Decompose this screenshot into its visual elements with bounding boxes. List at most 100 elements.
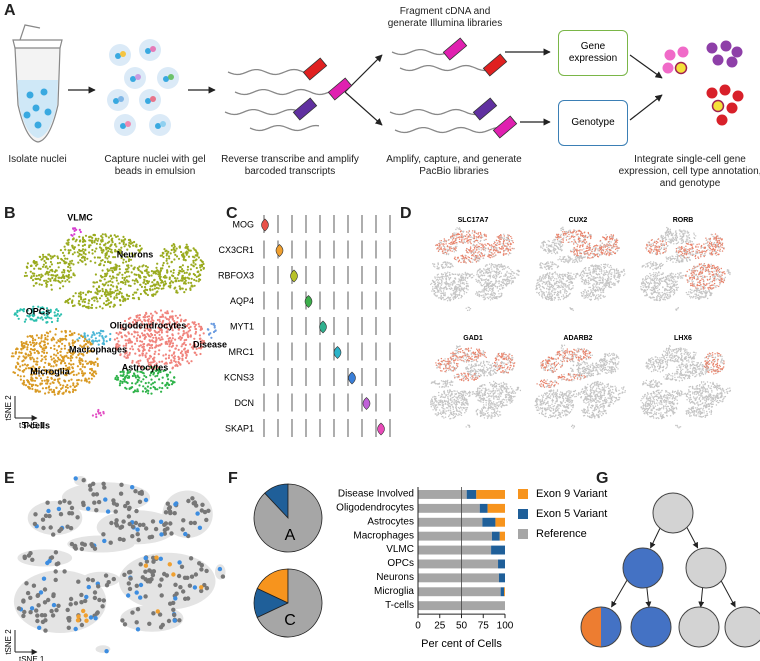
cell-point [500,285,502,287]
cell-point [122,344,125,347]
axis-label: tSNE 1 [19,421,45,430]
cell-point [506,280,508,282]
cell-point [566,235,568,237]
cell-point [160,315,163,318]
cell-point [131,374,134,378]
cell-point [68,263,71,267]
cell-point [499,295,501,298]
cell-point [512,274,514,277]
cell-point [600,248,603,250]
cell-point [139,365,142,368]
cell-point [39,377,43,380]
cell-point [57,339,60,342]
cell-point [179,314,182,317]
cell-point [561,286,564,288]
cell-point [446,252,448,254]
cell-point [439,244,441,246]
cell-point [171,281,175,284]
cell-point [66,384,69,387]
cell-point [606,265,609,267]
cell-point [44,392,47,395]
cell-point [579,249,581,251]
cell-point [491,256,493,258]
cell-point [596,266,599,268]
cell-point [438,266,440,269]
cell-point [607,244,610,246]
cell-point [614,284,616,286]
cell-point [125,275,128,278]
cell-point [69,359,73,362]
cell-point [68,390,71,393]
cell-point [126,376,129,379]
cell-point [141,352,144,355]
cell-point [133,390,136,393]
cell-point [616,268,618,270]
cell-point [193,278,196,281]
cell-point [123,355,126,358]
cell-point [477,245,479,248]
cell-point [193,325,196,328]
cell-point [73,246,76,249]
cell-point [585,269,587,271]
cell-point [516,269,518,272]
cell-point [22,310,25,313]
cell-point [161,338,164,341]
cell-point [484,253,486,256]
cell-point [605,238,607,240]
cell-point [464,278,467,280]
cell-point [129,316,132,319]
nucleus [163,76,169,82]
cell-point [69,249,72,252]
cell-point [159,254,162,257]
cell-point [122,235,125,238]
cell-point [479,275,481,277]
cell-point [503,245,506,247]
cell-point [71,304,75,308]
nucleus [145,48,151,54]
cell-point [26,363,29,367]
cell-point [561,295,563,298]
cell-point [174,280,177,283]
cell-point [597,286,599,288]
cell-point [478,235,481,237]
cell-point [206,328,209,331]
cell-point [579,252,581,255]
cell-point [449,296,451,299]
cell-point [540,245,542,247]
cell-point [170,325,173,328]
cell-point [146,266,149,269]
cell-point [65,261,68,264]
cell-point [59,350,62,353]
cell-point [20,351,23,354]
cell-point [161,251,164,254]
cell-point [33,379,37,382]
cell-point [29,350,32,353]
cell-point [557,265,559,268]
cell-point [146,332,149,335]
cell-point [589,286,591,289]
cell-point [20,340,23,344]
cell-point [39,278,42,281]
cell-point [155,362,158,365]
cell-point [158,275,161,278]
cell-point [601,242,604,244]
cell-point [142,378,145,381]
cell-point [170,244,174,247]
cell-point [610,266,612,268]
violin [319,320,327,334]
cell-point [485,244,487,247]
cell-point [468,273,470,276]
cell-point [497,251,499,254]
cell-point [451,273,453,275]
cell-point [119,324,122,327]
cell-point [434,277,436,279]
cell-point [480,272,482,274]
cell-point [116,337,119,340]
cell-point [150,332,153,335]
cell-point [467,285,469,288]
cell-point [586,272,588,275]
cell-point [600,269,603,271]
cell-point [191,285,194,288]
cell-point [590,252,592,255]
cell-point [125,342,128,345]
